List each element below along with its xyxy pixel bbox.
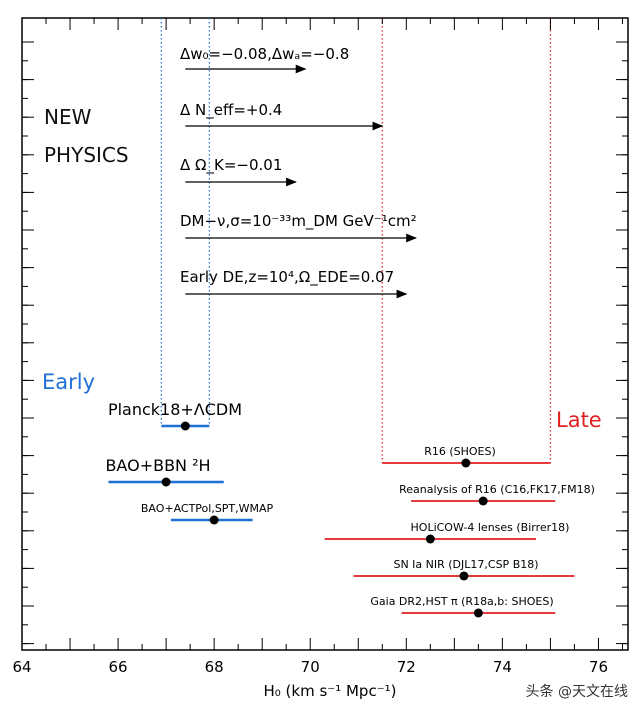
late-point-1 (478, 496, 488, 506)
late-point-label-2: HOLiCOW-4 lenses (Birrer18) (411, 521, 570, 534)
x-tick-label: 72 (397, 658, 416, 676)
x-tick-label: 70 (301, 658, 320, 676)
x-tick-label: 74 (493, 658, 512, 676)
new-physics-label-1: NEW (44, 105, 92, 129)
new-physics-arrow-label-0: Δw₀=−0.08,Δwₐ=−0.8 (180, 45, 349, 63)
late-point-2 (425, 534, 435, 544)
early-label: Early (42, 370, 95, 394)
plot-frame (21, 17, 629, 651)
new-physics-arrow-label-4: Early DE,z=10⁴,Ω_EDE=0.07 (180, 268, 394, 287)
late-point-label-1: Reanalysis of R16 (C16,FK17,FM18) (399, 483, 595, 496)
new-physics-arrow-label-2: Δ Ω_K=−0.01 (180, 156, 282, 175)
early-point-1 (161, 477, 171, 487)
late-label: Late (556, 408, 602, 432)
x-tick-label: 66 (109, 658, 128, 676)
new-physics-arrow-label-3: DM−ν,σ=10⁻³³m_DM GeV⁻¹cm² (180, 212, 417, 231)
new-physics-arrow-label-1: Δ N_eff=+0.4 (180, 101, 282, 120)
late-point-label-3: SN Ia NIR (DJL17,CSP B18) (393, 558, 538, 571)
x-axis-label: H₀ (km s⁻¹ Mpc⁻¹) (264, 682, 397, 700)
late-point-3 (459, 571, 469, 581)
x-tick-label: 64 (12, 658, 31, 676)
early-point-label-1: BAO+BBN ²H (105, 456, 210, 475)
early-point-0 (180, 421, 190, 431)
early-point-label-2: BAO+ACTPol,SPT,WMAP (141, 502, 274, 515)
x-tick-label: 76 (589, 658, 608, 676)
new-physics-label-2: PHYSICS (44, 143, 129, 167)
early-point-2 (209, 515, 219, 525)
x-tick-label: 68 (205, 658, 224, 676)
watermark: 头条 @天文在线 (525, 684, 628, 700)
late-point-4 (473, 608, 483, 618)
late-point-label-4: Gaia DR2,HST π (R18a,b: SHOES) (370, 595, 553, 608)
early-point-label-0: Planck18+ΛCDM (108, 400, 242, 419)
late-point-label-0: R16 (SHOES) (424, 445, 496, 458)
late-point-0 (461, 458, 471, 468)
